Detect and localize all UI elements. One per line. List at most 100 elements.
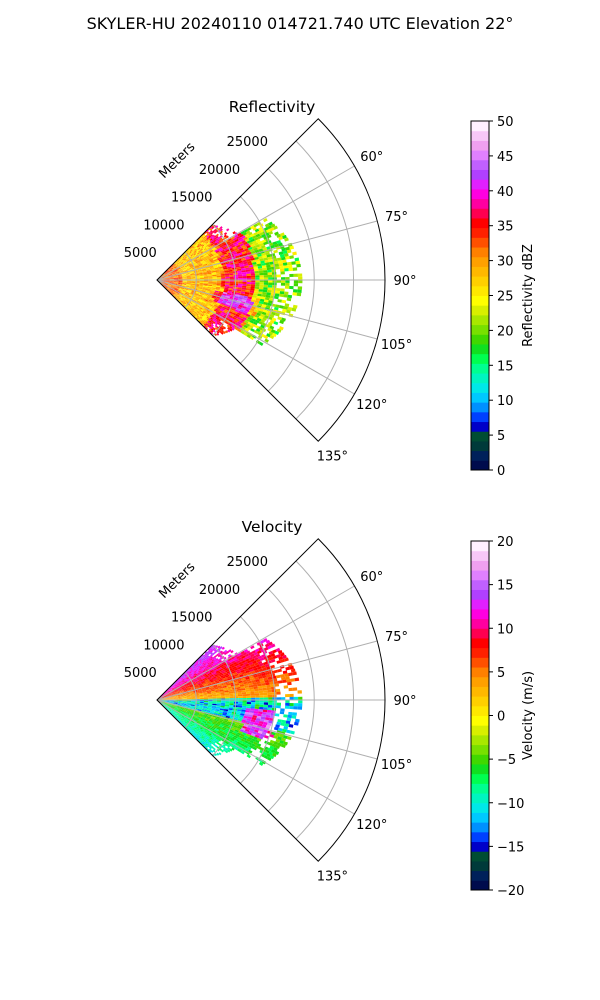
radar-cell xyxy=(263,661,268,666)
radar-cell xyxy=(253,329,259,334)
radar-cell xyxy=(221,661,226,665)
radar-cell xyxy=(227,662,233,666)
radar-cell xyxy=(206,289,211,291)
radar-cell xyxy=(225,722,231,726)
radar-cell xyxy=(268,282,273,286)
radar-cell xyxy=(201,317,205,321)
radar-cell xyxy=(208,231,212,235)
radar-cell xyxy=(258,270,264,274)
radar-cell xyxy=(178,716,182,720)
radar-cell xyxy=(206,676,211,679)
radar-cell xyxy=(207,693,212,696)
radar-cell xyxy=(236,235,241,240)
radar-cell xyxy=(205,319,209,322)
radar-cell xyxy=(203,276,209,278)
radar-cell xyxy=(214,291,219,294)
radar-cell xyxy=(180,259,183,262)
radar-cell xyxy=(197,239,201,242)
radar-cell xyxy=(253,290,259,294)
radar-cell xyxy=(197,308,201,311)
radar-cell xyxy=(214,728,220,732)
radar-cell xyxy=(193,733,196,737)
radar-cell xyxy=(268,697,273,700)
radar-cell xyxy=(202,315,206,319)
radar-cell xyxy=(182,277,187,279)
radar-cell xyxy=(237,748,242,753)
radar-cell xyxy=(186,682,191,685)
radar-cell xyxy=(186,291,191,294)
radar-cell xyxy=(175,711,179,714)
radar-cell xyxy=(204,723,209,727)
radar-cell xyxy=(175,260,178,263)
radar-cell xyxy=(208,233,212,237)
radar-cell xyxy=(203,294,208,297)
radar-cell xyxy=(243,332,248,337)
radar-cell xyxy=(227,654,232,658)
radar-cell xyxy=(184,293,189,296)
radar-cell xyxy=(167,707,171,710)
radar-cell xyxy=(245,720,251,724)
radar-cell xyxy=(229,703,234,706)
radar-cell xyxy=(271,707,277,711)
radar-cell xyxy=(203,662,207,666)
radar-cell xyxy=(254,319,260,324)
radar-cell xyxy=(284,705,290,709)
radar-cell xyxy=(268,331,274,336)
radar-cell xyxy=(219,228,223,232)
radar-cell xyxy=(273,680,279,685)
radar-cell xyxy=(250,653,255,658)
radar-cell xyxy=(255,702,260,705)
radar-cell xyxy=(277,680,283,684)
radar-cell xyxy=(187,725,191,728)
radar-cell xyxy=(192,307,196,311)
radar-cell xyxy=(170,265,173,268)
radar-cell xyxy=(217,306,222,310)
radar-cell xyxy=(252,264,258,267)
radar-cell xyxy=(238,281,243,284)
radar-cell xyxy=(262,687,267,691)
radar-cell xyxy=(229,243,234,247)
radar-cell xyxy=(176,717,179,720)
radar-cell xyxy=(181,704,186,706)
radar-cell xyxy=(259,308,264,312)
radar-cell xyxy=(182,276,187,278)
radar-cell xyxy=(182,702,187,704)
radar-cell xyxy=(268,280,273,283)
radar-cell xyxy=(190,275,196,277)
radar-cell xyxy=(167,287,170,290)
radar-cell xyxy=(229,693,234,696)
radar-cell xyxy=(237,306,242,310)
radar-cell xyxy=(187,290,192,293)
radar-cell xyxy=(271,710,276,714)
radar-cell xyxy=(201,323,205,327)
radar-cell xyxy=(185,681,190,685)
radar-cell xyxy=(202,232,206,236)
radar-cell xyxy=(209,679,214,682)
radar-cell xyxy=(226,714,231,717)
radar-cell xyxy=(206,690,211,693)
radar-cell xyxy=(207,735,211,739)
radar-cell xyxy=(192,678,197,681)
radar-cell xyxy=(201,664,205,668)
radar-cell xyxy=(240,650,245,655)
colorbar-segment xyxy=(471,812,489,823)
radar-cell xyxy=(261,724,267,728)
radar-cell xyxy=(201,669,205,672)
radar-cell xyxy=(212,282,217,285)
radar-cell xyxy=(178,683,182,686)
radar-cell xyxy=(289,705,294,710)
radar-cell xyxy=(287,261,292,266)
radar-cell xyxy=(245,709,250,713)
radar-cell xyxy=(204,713,209,716)
radar-cell xyxy=(191,257,195,260)
radar-cell xyxy=(179,300,182,304)
radar-cell xyxy=(167,704,171,707)
radial-axis-label: Meters xyxy=(156,560,198,602)
radar-cell xyxy=(229,659,234,663)
radar-cell xyxy=(167,289,170,292)
radar-cell xyxy=(259,232,264,236)
radar-cell xyxy=(191,732,195,735)
radar-cell xyxy=(173,703,178,705)
radar-cell xyxy=(261,714,267,718)
radar-cell xyxy=(212,747,216,751)
